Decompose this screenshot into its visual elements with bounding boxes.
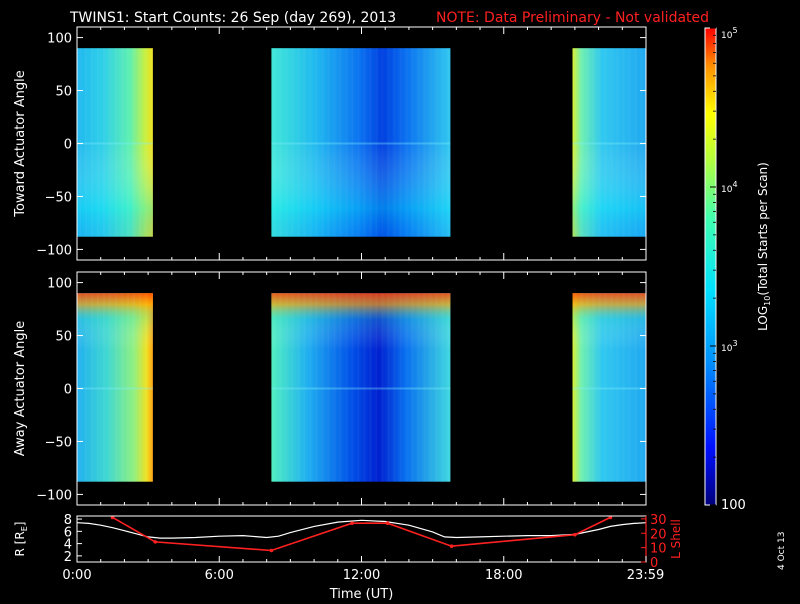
- xtick-label-4: 18:00: [485, 568, 522, 583]
- xtick-label-3: 12:00: [343, 568, 380, 583]
- colorbar-tick-label-2: 103: [721, 339, 738, 354]
- colorbar-tick-label-1: 100: [721, 498, 746, 513]
- xtick-label-1: 0:00: [62, 568, 91, 583]
- date-stamp: 4 Oct 13: [777, 532, 787, 570]
- away-heatmap-panel: 100 50 0 −50 −100 Away Actuator Angle: [13, 271, 647, 506]
- lshell-ylabel: L Shell: [669, 519, 683, 559]
- lshell-point-5: [385, 521, 390, 525]
- toward-ytick-label-3: 0: [64, 138, 72, 153]
- away-ylabel: Away Actuator Angle: [13, 321, 28, 456]
- toward-ylabel: Toward Actuator Angle: [13, 70, 28, 217]
- toward-segment-3-shading: [572, 48, 646, 237]
- lshell-point-3: [269, 548, 274, 553]
- colorbar-label: LOG10(Total Starts per Scan): [756, 162, 772, 331]
- colorbar-tick-label-4: 105: [721, 26, 738, 41]
- colorbar-tick-label-3: 104: [721, 180, 738, 195]
- xtick-label-5: 23:59: [627, 568, 664, 583]
- away-ytick-label-3: 0: [64, 383, 72, 398]
- away-segment-2-shading: [271, 293, 451, 482]
- colorbar-scale: [704, 27, 717, 506]
- toward-heatmap-panel: 100 50 0 −50 −100 Toward Actuator Angle: [13, 26, 647, 261]
- lshell-point-7: [573, 532, 577, 537]
- away-segment-1-shading: [77, 293, 153, 482]
- lshell-point-8: [608, 516, 613, 520]
- radius-ylabel: R [RE]: [13, 522, 29, 557]
- lshell-ytick-label-4: 30: [650, 513, 667, 528]
- lshell-ytick-label-2: 10: [650, 542, 667, 557]
- away-segment-3-shading: [572, 293, 646, 482]
- xaxis-label: Time (UT): [329, 587, 394, 600]
- radius-ytick-label-3: 6: [64, 525, 72, 540]
- toward-segment-2-shading: [271, 48, 451, 237]
- away-ytick-label-4: −50: [45, 435, 72, 450]
- toward-ytick-label-4: −50: [45, 190, 72, 205]
- toward-ytick-label-5: −100: [36, 243, 72, 258]
- lshell-point-1: [110, 516, 115, 520]
- away-ytick-label-1: 100: [47, 277, 72, 292]
- preliminary-note: NOTE: Data Preliminary - Not validated: [436, 10, 709, 26]
- radius-ytick-label-2: 4: [64, 538, 72, 553]
- lshell-ytick-label-3: 20: [650, 527, 667, 542]
- colorbar: 100 103 104 105 LOG10(Total Starts per Scan): [704, 26, 772, 513]
- lshell-point-4: [350, 521, 354, 525]
- toward-ytick-label-2: 50: [55, 85, 72, 100]
- lshell-point-2: [153, 540, 158, 544]
- lshell-ytick-label-1: 0: [650, 556, 658, 571]
- radius-ytick-label-1: 2: [64, 550, 72, 565]
- toward-segment-1-shading: [77, 48, 153, 237]
- chart-title: TWINS1: Start Counts: 26 Sep (day 269), …: [69, 10, 396, 26]
- toward-ytick-label-1: 100: [47, 32, 72, 47]
- lshell-line: [112, 516, 611, 552]
- radius-ytick-label-4: 8: [64, 513, 72, 528]
- away-ytick-label-2: 50: [55, 330, 72, 345]
- away-ytick-label-5: −100: [36, 488, 72, 503]
- lshell-point-6: [449, 544, 454, 548]
- xtick-label-2: 6:00: [205, 568, 234, 583]
